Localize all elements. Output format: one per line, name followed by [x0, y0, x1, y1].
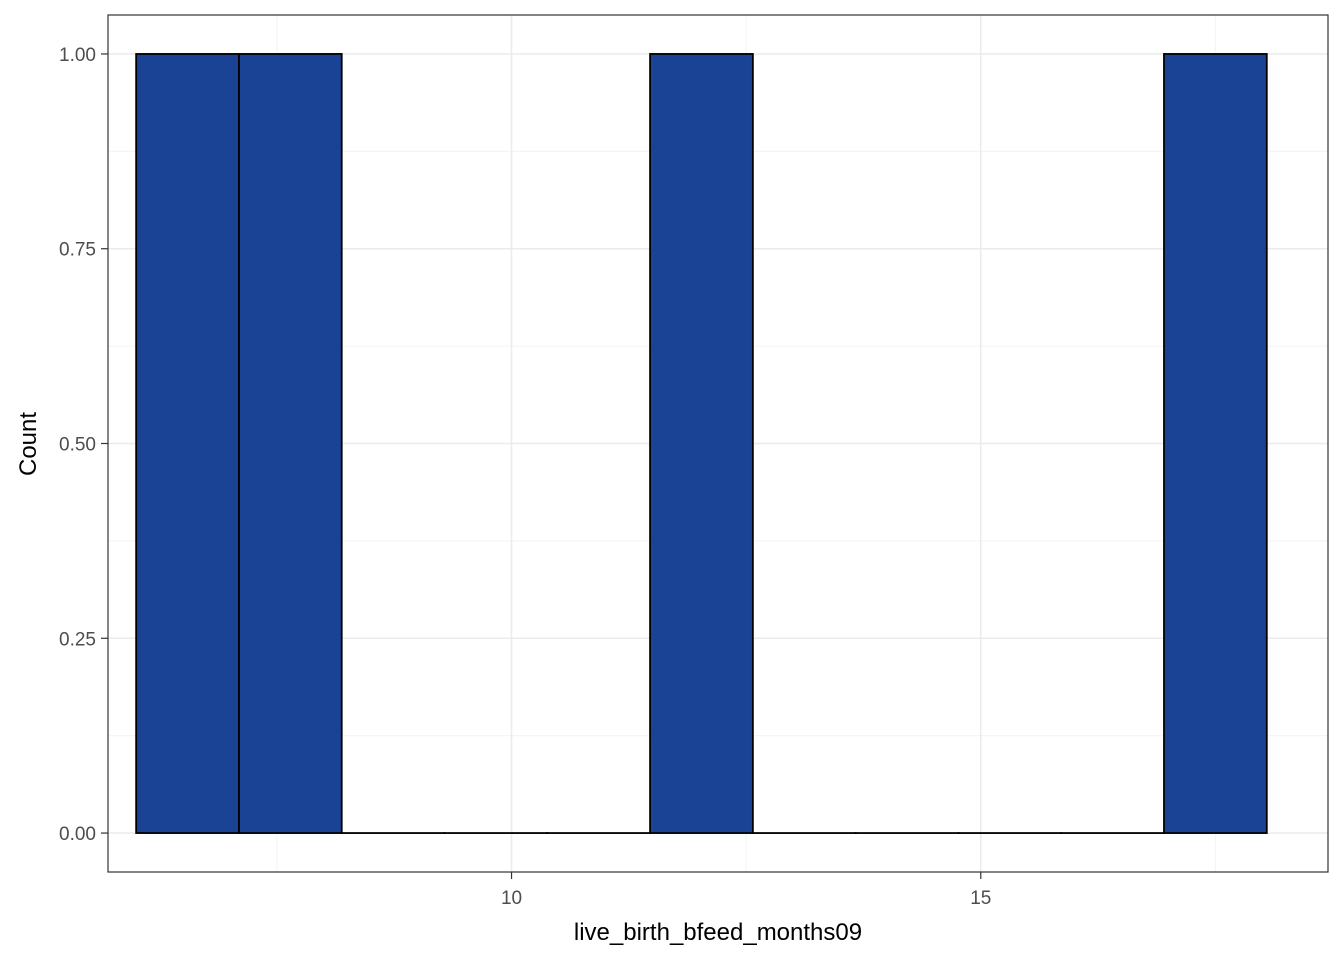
- y-tick-label: 0.25: [59, 629, 96, 650]
- histogram-bar: [135, 53, 240, 834]
- y-axis-title: Count: [15, 412, 42, 476]
- y-tick-label: 0.00: [59, 824, 96, 845]
- y-axis: 0.00 0.25 0.50 0.75 1.00: [59, 45, 108, 845]
- x-axis-title: live_birth_bfeed_months09: [574, 919, 862, 946]
- y-tick-label: 0.75: [59, 240, 96, 261]
- histogram-bars: [135, 53, 1268, 834]
- y-tick-label: 0.50: [59, 435, 96, 456]
- histogram-bar: [1163, 53, 1268, 834]
- histogram-bar: [238, 53, 343, 834]
- x-tick-label: 10: [501, 888, 522, 909]
- y-tick-label: 1.00: [59, 45, 96, 66]
- x-tick-label: 15: [970, 888, 991, 909]
- histogram-bar: [649, 53, 754, 834]
- x-axis: 10 15: [501, 872, 991, 909]
